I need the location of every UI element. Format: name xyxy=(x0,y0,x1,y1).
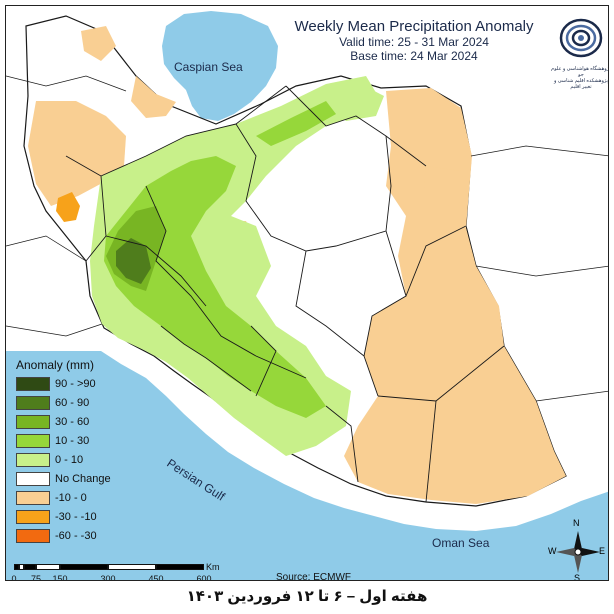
caspian-label: Caspian Sea xyxy=(174,60,243,74)
legend-swatch xyxy=(16,414,50,429)
scale-tick: 0 xyxy=(11,574,17,581)
legend-label: -30 - -10 xyxy=(55,510,97,523)
source-label: Source: ECMWF xyxy=(276,572,352,581)
legend-swatch xyxy=(16,490,50,505)
legend-label: 30 - 60 xyxy=(55,415,90,428)
legend-label: 60 - 90 xyxy=(55,396,90,409)
legend-item: 60 - 90 xyxy=(16,394,126,411)
scale-tick: 300 xyxy=(100,574,116,581)
legend-label: 0 - 10 xyxy=(55,453,84,466)
scale-unit: Km xyxy=(206,562,220,572)
legend-label: -60 - -30 xyxy=(55,529,97,542)
legend-swatch xyxy=(16,395,50,410)
anomaly-pos-light xyxy=(90,76,378,456)
compass-e: E xyxy=(599,546,606,556)
swirl-logo-icon xyxy=(559,18,603,58)
legend-item: -60 - -30 xyxy=(16,527,126,544)
compass-rose-icon xyxy=(556,531,600,573)
title-block: Weekly Mean Precipitation Anomaly Valid … xyxy=(264,18,564,63)
legend-swatch xyxy=(16,376,50,391)
legend-item: 30 - 60 xyxy=(16,413,126,430)
persian-gulf xyxy=(6,351,608,580)
legend-label: No Change xyxy=(55,472,111,485)
map-title: Weekly Mean Precipitation Anomaly xyxy=(294,18,534,35)
footer-caption: هفته اول – ۶ تا ۱۲ فروردین ۱۴۰۳ xyxy=(186,588,428,605)
legend-title: Anomaly (mm) xyxy=(16,358,95,372)
compass-n: N xyxy=(573,518,580,528)
scale-bar: 0 75 150 300 450 600 Km xyxy=(11,562,219,581)
province-borders xyxy=(65,85,505,503)
anomaly-neg-east xyxy=(344,88,566,504)
logo-text: پژوهشگاه هواشناسی و علوم جو xyxy=(551,66,609,78)
legend-swatch xyxy=(16,471,50,486)
scale-tick: 450 xyxy=(148,574,164,581)
legend-item: No Change xyxy=(16,470,126,487)
scale-tick: 600 xyxy=(196,574,212,581)
caspian-sea xyxy=(162,11,278,121)
anomaly-neg-top xyxy=(81,26,116,61)
valid-time: Valid time: 25 - 31 Mar 2024 xyxy=(339,35,489,49)
anomaly-pos-mid-n xyxy=(256,101,336,146)
legend-swatch xyxy=(16,433,50,448)
org-logo: پژوهشگاه هواشناسی و علوم جو پژوهشکده اقل… xyxy=(551,16,609,90)
legend-swatch xyxy=(16,528,50,543)
anomaly-neg-north xyxy=(131,76,176,118)
compass: N S E W xyxy=(548,518,606,581)
map-frame: Weekly Mean Precipitation Anomaly Valid … xyxy=(5,5,609,581)
neighbor-borders xyxy=(6,75,608,402)
oman-label: Oman Sea xyxy=(432,536,490,550)
scale-tick: 75 xyxy=(30,574,42,581)
legend: Anomaly (mm) 90 - >90 60 - 90 30 - 60 10 - … xyxy=(16,358,126,546)
anomaly-neg-strong xyxy=(56,192,80,222)
legend-item: 10 - 30 xyxy=(16,432,126,449)
anomaly-pos-60-90 xyxy=(116,238,151,284)
compass-w: W xyxy=(548,546,557,556)
base-time: Base time: 24 Mar 2024 xyxy=(350,49,478,63)
legend-label: 90 - >90 xyxy=(55,377,96,390)
compass-s: S xyxy=(574,573,581,581)
logo-subtext: پژوهشکده اقلیم شناسی و تغییر اقلیم xyxy=(553,78,609,90)
legend-swatch xyxy=(16,452,50,467)
legend-label: -10 - 0 xyxy=(55,491,87,504)
legend-item: -10 - 0 xyxy=(16,489,126,506)
scale-tick: 150 xyxy=(52,574,68,581)
legend-item: -30 - -10 xyxy=(16,508,126,525)
legend-label: 10 - 30 xyxy=(55,434,90,447)
precipitation-map xyxy=(6,11,608,580)
anomaly-neg-ne xyxy=(424,166,468,206)
anomaly-pos-light-ne xyxy=(321,84,384,121)
legend-swatch xyxy=(16,509,50,524)
legend-item: 90 - >90 xyxy=(16,375,126,392)
legend-item: 0 - 10 xyxy=(16,451,126,468)
